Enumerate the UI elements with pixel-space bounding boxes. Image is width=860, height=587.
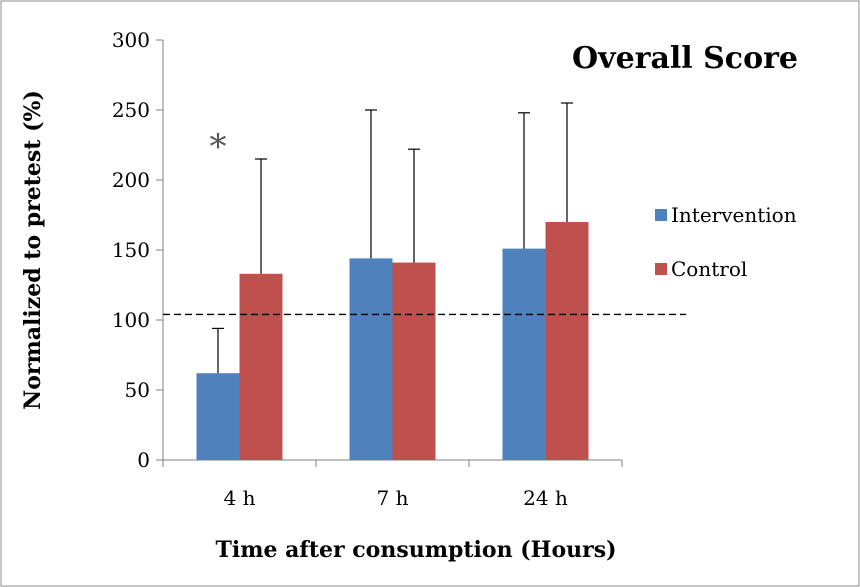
x-axis-title: Time after consumption (Hours)	[216, 537, 617, 563]
y-tick-label: 250	[112, 98, 150, 122]
bar-control	[239, 273, 283, 460]
legend-swatch	[655, 209, 667, 221]
annotations: *	[210, 127, 227, 167]
x-tick-label: 7 h	[377, 486, 409, 510]
legend-label: Intervention	[671, 203, 797, 227]
bar-intervention	[502, 248, 546, 460]
legend-swatch	[655, 263, 667, 275]
y-tick-label: 200	[112, 168, 150, 192]
bar-intervention	[349, 258, 393, 460]
legend: Intervention Control	[655, 203, 797, 281]
bars	[196, 222, 589, 460]
x-tick-label: 4 h	[224, 486, 256, 510]
significance-marker: *	[210, 127, 227, 167]
x-tick-label: 24 h	[523, 486, 568, 510]
error-bars	[163, 102, 686, 374]
y-tick-label: 0	[137, 448, 150, 472]
bar-intervention	[196, 373, 240, 460]
y-axis-title: Normalized to pretest (%)	[20, 90, 46, 410]
y-axis: 0 50 100 150 200 250 300	[112, 28, 164, 472]
legend-label: Control	[671, 257, 747, 281]
chart-title: Overall Score	[572, 41, 798, 76]
y-tick-label: 50	[125, 378, 150, 402]
y-tick-label: 300	[112, 28, 150, 52]
bar-control	[545, 222, 589, 460]
y-tick-label: 100	[112, 308, 150, 332]
bar-control	[392, 262, 436, 460]
y-tick-label: 150	[112, 238, 150, 262]
